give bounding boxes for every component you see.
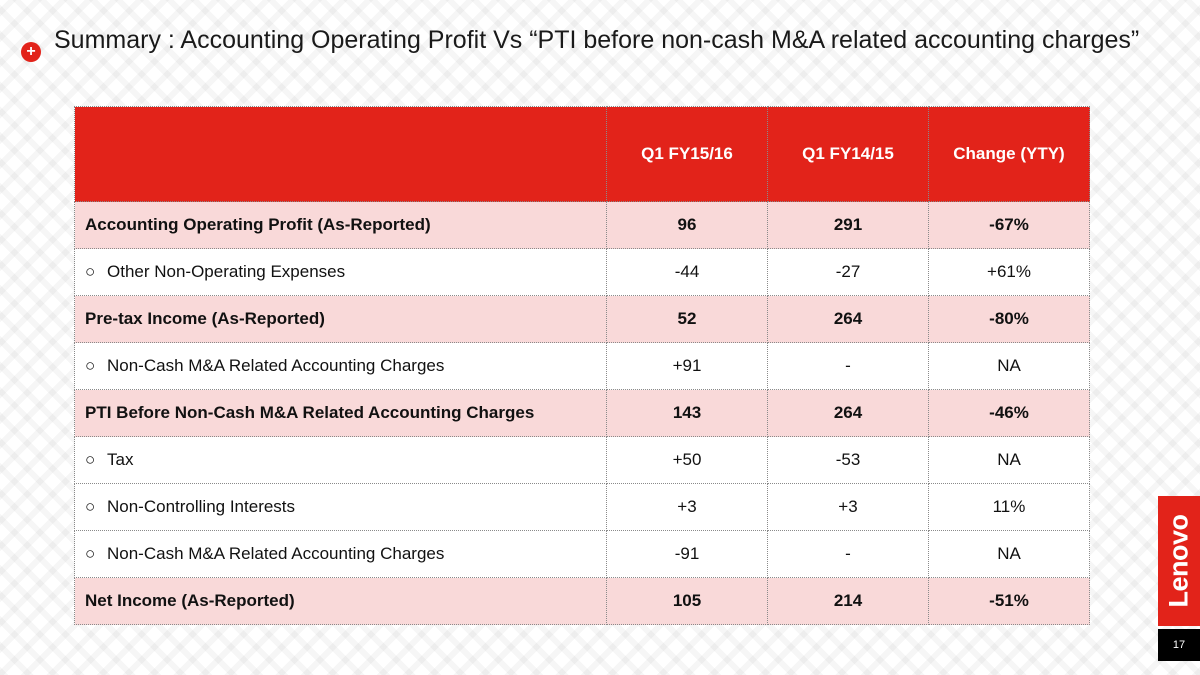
header-q1-fy14-15: Q1 FY14/15 <box>767 106 929 202</box>
row-label: Non-Cash M&A Related Accounting Charges <box>107 356 445 375</box>
cell-q1-fy14-15: +3 <box>767 483 929 531</box>
cell-q1-fy15-16: +3 <box>606 483 768 531</box>
cell-q1-fy14-15: - <box>767 530 929 578</box>
cell-q1-fy14-15: 214 <box>767 577 929 625</box>
cell-q1-fy15-16: 143 <box>606 389 768 437</box>
cell-q1-fy14-15: -27 <box>767 248 929 296</box>
table-row: Accounting Operating Profit (As-Reported… <box>74 201 1090 249</box>
cell-change: NA <box>928 530 1090 578</box>
cell-change: 11% <box>928 483 1090 531</box>
cell-q1-fy14-15: - <box>767 342 929 390</box>
page-number: 17 <box>1158 629 1200 661</box>
lenovo-logo: Lenovo <box>1158 496 1200 626</box>
row-label: Non-Cash M&A Related Accounting Charges <box>107 544 445 563</box>
header-blank <box>74 106 607 202</box>
slide-title: Summary : Accounting Operating Profit Vs… <box>54 26 1140 54</box>
plus-bullet-icon: + <box>21 42 41 62</box>
circle-bullet-icon: ○ <box>85 497 96 516</box>
row-label-cell: ○ Other Non-Operating Expenses <box>74 248 607 296</box>
cell-q1-fy15-16: -44 <box>606 248 768 296</box>
table-row: Pre-tax Income (As-Reported) 52 264 -80% <box>74 295 1090 343</box>
cell-q1-fy14-15: -53 <box>767 436 929 484</box>
row-label-cell: ○ Tax <box>74 436 607 484</box>
circle-bullet-icon: ○ <box>85 544 96 563</box>
circle-bullet-icon: ○ <box>85 356 96 375</box>
table-row: ○ Non-Cash M&A Related Accounting Charges… <box>74 530 1090 578</box>
cell-change: -80% <box>928 295 1090 343</box>
cell-q1-fy15-16: 52 <box>606 295 768 343</box>
table-row: ○ Non-Controlling Interests +3 +3 11% <box>74 483 1090 531</box>
table-row: ○ Non-Cash M&A Related Accounting Charges… <box>74 342 1090 390</box>
cell-change: NA <box>928 342 1090 390</box>
table-row: Net Income (As-Reported) 105 214 -51% <box>74 577 1090 625</box>
cell-q1-fy15-16: 105 <box>606 577 768 625</box>
cell-q1-fy15-16: 96 <box>606 201 768 249</box>
cell-q1-fy15-16: -91 <box>606 530 768 578</box>
cell-change: -67% <box>928 201 1090 249</box>
cell-q1-fy15-16: +50 <box>606 436 768 484</box>
table-header-row: Q1 FY15/16 Q1 FY14/15 Change (YTY) <box>74 106 1090 202</box>
cell-q1-fy14-15: 264 <box>767 295 929 343</box>
lenovo-logo-text: Lenovo <box>1163 514 1194 608</box>
row-label: Tax <box>107 450 134 469</box>
circle-bullet-icon: ○ <box>85 262 96 281</box>
cell-change: +61% <box>928 248 1090 296</box>
row-label: PTI Before Non-Cash M&A Related Accounti… <box>74 389 607 437</box>
header-q1-fy15-16: Q1 FY15/16 <box>606 106 768 202</box>
row-label-cell: ○ Non-Cash M&A Related Accounting Charges <box>74 530 607 578</box>
cell-change: -51% <box>928 577 1090 625</box>
cell-q1-fy15-16: +91 <box>606 342 768 390</box>
cell-change: NA <box>928 436 1090 484</box>
circle-bullet-icon: ○ <box>85 450 96 469</box>
table-row: PTI Before Non-Cash M&A Related Accounti… <box>74 389 1090 437</box>
cell-q1-fy14-15: 264 <box>767 389 929 437</box>
row-label: Other Non-Operating Expenses <box>107 262 346 281</box>
table-row: ○ Tax +50 -53 NA <box>74 436 1090 484</box>
cell-q1-fy14-15: 291 <box>767 201 929 249</box>
row-label: Accounting Operating Profit (As-Reported… <box>74 201 607 249</box>
row-label: Pre-tax Income (As-Reported) <box>74 295 607 343</box>
header-change-yty: Change (YTY) <box>928 106 1090 202</box>
cell-change: -46% <box>928 389 1090 437</box>
row-label-cell: ○ Non-Cash M&A Related Accounting Charges <box>74 342 607 390</box>
row-label: Net Income (As-Reported) <box>74 577 607 625</box>
table-row: ○ Other Non-Operating Expenses -44 -27 +6… <box>74 248 1090 296</box>
summary-table: Q1 FY15/16 Q1 FY14/15 Change (YTY) Accou… <box>74 106 1090 625</box>
row-label-cell: ○ Non-Controlling Interests <box>74 483 607 531</box>
row-label: Non-Controlling Interests <box>107 497 296 516</box>
